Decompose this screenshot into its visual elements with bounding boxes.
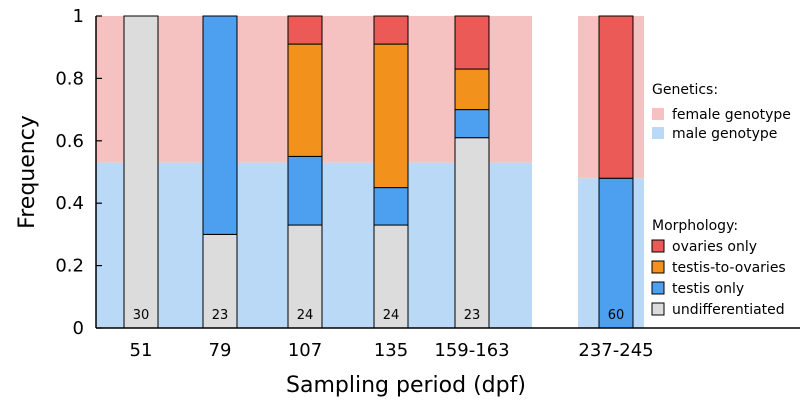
legend-label-genetics-0: female genotype bbox=[672, 107, 791, 123]
sample-count-4: 23 bbox=[464, 308, 481, 323]
x-axis-label: Sampling period (dpf) bbox=[286, 373, 526, 398]
x-tick-label-2: 107 bbox=[288, 340, 322, 361]
legend-genetics-title: Genetics: bbox=[652, 82, 718, 98]
x-tick-label-4: 159-163 bbox=[434, 340, 509, 361]
sample-count-0: 30 bbox=[133, 308, 150, 323]
bar-testis-only-1 bbox=[202, 15, 238, 235]
sample-count-1: 23 bbox=[212, 308, 229, 323]
legend-morphology-title: Morphology: bbox=[652, 218, 738, 234]
bar-undifferentiated-0 bbox=[123, 15, 159, 329]
legend-label-morphology-1: testis-to-ovaries bbox=[672, 260, 786, 276]
legend-label-morphology-2: testis only bbox=[672, 281, 744, 297]
legend-label-morphology-0: ovaries only bbox=[672, 239, 757, 255]
bar-testis-only-3 bbox=[373, 187, 409, 226]
y-tick-label-1: 0.2 bbox=[55, 256, 84, 277]
bar-testis-only-4 bbox=[454, 109, 490, 139]
legend-label-genetics-1: male genotype bbox=[672, 126, 777, 142]
bar-undifferentiated-4 bbox=[454, 137, 490, 329]
bar-ovaries-only-5 bbox=[598, 15, 634, 179]
y-tick-label-4: 0.8 bbox=[55, 68, 84, 89]
legend-swatch-genetics-1 bbox=[652, 127, 664, 139]
legend-label-morphology-3: undifferentiated bbox=[672, 302, 785, 318]
bar-testis-only-5 bbox=[598, 177, 634, 329]
legend-swatch-genetics-0 bbox=[652, 108, 664, 120]
bar-ovaries-only-3 bbox=[373, 15, 409, 45]
sample-counts: 30 23 24 24 23 60 bbox=[133, 308, 625, 323]
sample-count-3: 24 bbox=[383, 308, 400, 323]
legend-swatch-morphology-2 bbox=[651, 281, 665, 295]
sample-count-5: 60 bbox=[608, 308, 625, 323]
y-tick-label-3: 0.6 bbox=[55, 131, 84, 152]
y-tick-label-2: 0.4 bbox=[55, 193, 84, 214]
legend: Genetics: female genotype male genotype Mor… bbox=[651, 82, 791, 318]
axes: 51 79 107 135 159-163 237-245 0 0.2 0.4 0.6 0.8 1 bbox=[55, 6, 800, 361]
bar-testis-to-ovaries-2 bbox=[287, 43, 323, 157]
legend-swatch-morphology-3 bbox=[651, 302, 665, 316]
bar-testis-to-ovaries-4 bbox=[454, 68, 490, 111]
x-tick-label-5: 237-245 bbox=[578, 340, 653, 361]
y-tick-label-5: 1 bbox=[73, 6, 84, 27]
genetics-background bbox=[96, 16, 644, 328]
bar-testis-only-2 bbox=[287, 155, 323, 226]
y-tick-label-0: 0 bbox=[73, 318, 84, 339]
y-axis-label: Frequency bbox=[15, 115, 40, 229]
bar-ovaries-only-2 bbox=[287, 15, 323, 45]
sample-count-2: 24 bbox=[297, 308, 314, 323]
morphology-bars bbox=[123, 15, 634, 329]
bar-testis-to-ovaries-3 bbox=[373, 43, 409, 189]
bar-ovaries-only-4 bbox=[454, 15, 490, 70]
legend-swatch-morphology-1 bbox=[651, 260, 665, 274]
legend-swatch-morphology-0 bbox=[651, 239, 665, 253]
x-tick-label-3: 135 bbox=[374, 340, 408, 361]
bar-undifferentiated-2 bbox=[287, 224, 323, 329]
x-tick-label-1: 79 bbox=[209, 340, 232, 361]
x-tick-label-0: 51 bbox=[130, 340, 153, 361]
